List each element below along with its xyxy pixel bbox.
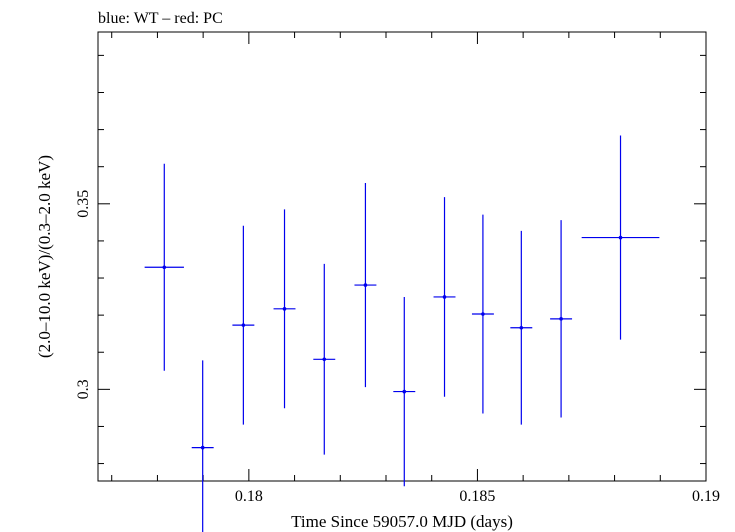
x-tick-label: 0.185 — [459, 488, 495, 505]
point-marker — [241, 323, 246, 327]
data-point — [354, 183, 377, 388]
data-point — [510, 230, 533, 425]
data-point — [273, 209, 296, 409]
point-marker — [442, 295, 447, 299]
axis-ticks — [98, 32, 707, 481]
y-axis-label: (2.0–10.0 keV)/(0.3–2.0 keV) — [35, 155, 54, 358]
point-marker — [559, 317, 563, 321]
data-point — [144, 163, 184, 371]
point-marker — [519, 325, 524, 330]
point-marker — [162, 265, 167, 270]
data-point — [581, 135, 660, 340]
point-marker — [200, 445, 205, 450]
axis-tick-labels: 0.18 0.185 0.19 0.3 0.35 — [75, 190, 720, 505]
data-point — [232, 225, 255, 425]
data-point — [550, 220, 573, 418]
data-point — [433, 197, 456, 397]
x-tick-label: 0.19 — [692, 488, 720, 505]
point-marker — [402, 389, 407, 394]
x-axis-label: Time Since 59057.0 MJD (days) — [291, 512, 513, 531]
y-tick-label: 0.3 — [75, 379, 92, 399]
data-points — [144, 135, 660, 532]
data-point — [191, 360, 214, 532]
point-marker — [618, 235, 623, 240]
data-point — [471, 214, 494, 414]
x-tick-label: 0.18 — [235, 488, 263, 505]
data-point — [393, 296, 416, 487]
y-tick-label: 0.35 — [75, 190, 92, 218]
chart-title: blue: WT – red: PC — [98, 10, 223, 27]
point-marker — [322, 357, 327, 362]
data-point — [313, 263, 336, 455]
point-marker — [363, 283, 368, 287]
point-marker — [481, 312, 485, 316]
plot-frame — [97, 31, 707, 482]
point-marker — [282, 307, 287, 311]
